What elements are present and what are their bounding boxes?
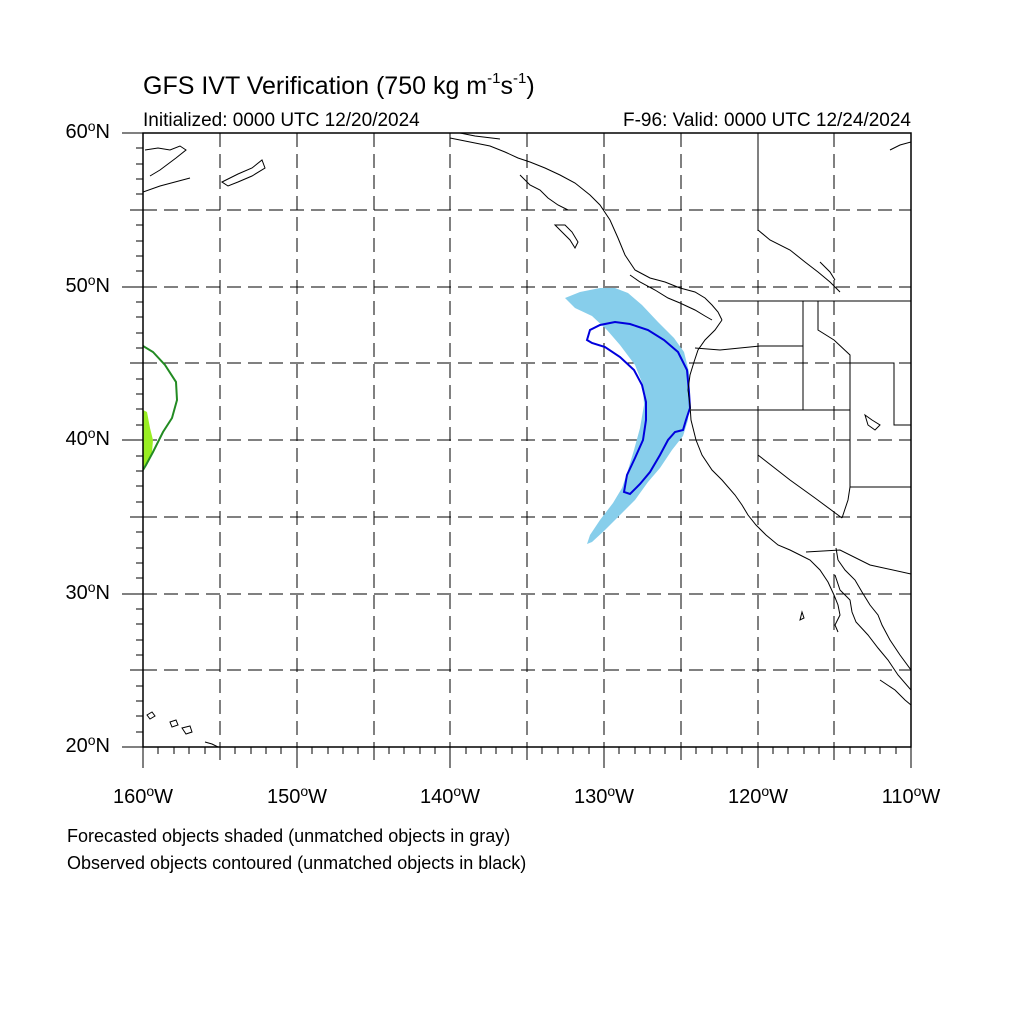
degree-mark: o — [146, 783, 155, 799]
chart-title: GFS IVT Verification (750 kg m-1s-1) — [143, 70, 535, 101]
lon-label-value: 110 — [881, 786, 914, 808]
lon-label-110: 110oW — [861, 783, 961, 809]
lon-label-value: 160 — [112, 786, 147, 808]
lat-label-suffix: N — [95, 428, 110, 450]
lon-label-value: 120 — [727, 786, 762, 808]
degree-mark: o — [761, 783, 770, 799]
degree-mark: o — [300, 783, 309, 799]
lat-label-30: 30oN — [20, 579, 111, 605]
lat-label-20: 20oN — [20, 732, 111, 758]
title-exponent-2: -1 — [512, 70, 527, 87]
lon-label-suffix: W — [615, 786, 635, 808]
lon-label-value: 140 — [419, 786, 454, 808]
lat-label-suffix: N — [95, 275, 110, 297]
forecast-note: Forecasted objects shaded (unmatched obj… — [67, 826, 511, 846]
forecast-ivt-object — [565, 288, 690, 544]
degree-mark: o — [87, 272, 96, 288]
lat-label-suffix: N — [95, 582, 110, 604]
lon-label-suffix: W — [308, 786, 328, 808]
lon-label-160: 160oW — [93, 783, 193, 809]
observed-note: Observed objects contoured (unmatched ob… — [67, 853, 527, 873]
lon-label-value: 130 — [573, 786, 608, 808]
grid-lines — [143, 133, 911, 747]
degree-mark: o — [607, 783, 616, 799]
lon-label-suffix: W — [154, 786, 174, 808]
lat-label-value: 40 — [65, 428, 88, 450]
title-end: ) — [526, 72, 535, 100]
lon-label-suffix: W — [921, 786, 941, 808]
lon-label-140: 140oW — [400, 783, 500, 809]
west-forecast-object — [143, 410, 153, 468]
degree-mark: o — [87, 579, 96, 595]
coastlines — [143, 133, 911, 747]
valid-time: F-96: Valid: 0000 UTC 12/24/2024 — [623, 110, 911, 131]
lon-label-120: 120oW — [708, 783, 808, 809]
lat-label-60: 60oN — [20, 118, 111, 144]
title-mid: s — [500, 72, 513, 100]
title-main: GFS IVT Verification (750 kg m — [143, 72, 488, 100]
lon-label-suffix: W — [461, 786, 481, 808]
degree-mark: o — [453, 783, 462, 799]
lon-label-150: 150oW — [247, 783, 347, 809]
lon-label-suffix: W — [769, 786, 789, 808]
lat-label-suffix: N — [95, 735, 110, 757]
lat-label-suffix: N — [95, 121, 110, 143]
lat-label-value: 60 — [65, 121, 88, 143]
observed-ivt-contour — [585, 320, 692, 496]
lat-label-50: 50oN — [20, 272, 111, 298]
degree-mark: o — [87, 425, 96, 441]
tick-marks — [122, 132, 912, 768]
degree-mark: o — [87, 732, 96, 748]
west-observed-contour — [143, 345, 179, 471]
lat-label-40: 40oN — [20, 425, 111, 451]
degree-mark: o — [913, 783, 922, 799]
lat-label-value: 50 — [65, 275, 88, 297]
initialized-time: Initialized: 0000 UTC 12/20/2024 — [143, 110, 420, 131]
lat-label-value: 20 — [65, 735, 88, 757]
lat-label-value: 30 — [65, 582, 88, 604]
degree-mark: o — [87, 118, 96, 134]
title-exponent-1: -1 — [487, 70, 501, 87]
lon-label-value: 150 — [266, 786, 301, 808]
lon-label-130: 130oW — [554, 783, 654, 809]
